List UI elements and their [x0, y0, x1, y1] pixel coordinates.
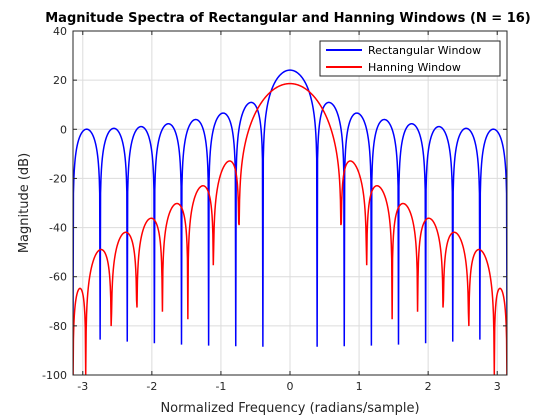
- series-line-rectangular: [73, 69, 507, 347]
- x-axis-label: Normalized Frequency (radians/sample): [160, 401, 419, 416]
- axis-ticks: -3 -2 -1 0 1 2 3 -100 -80 -60 -40 -20 0 20 40: [42, 25, 507, 393]
- x-tick-label: -3: [77, 380, 88, 393]
- chart-title: Magnitude Spectra of Rectangular and Han…: [45, 11, 531, 26]
- y-axis-label: Magnitude (dB): [17, 153, 32, 253]
- series-line-hanning: [73, 82, 507, 375]
- x-tick-label: -1: [215, 380, 226, 393]
- y-tick-label: -40: [49, 222, 67, 235]
- y-tick-label: 20: [53, 74, 67, 87]
- y-tick-label: -60: [49, 271, 67, 284]
- x-tick-label: 1: [356, 380, 363, 393]
- x-tick-label: 2: [425, 380, 432, 393]
- legend-label-rectangular: Rectangular Window: [368, 44, 481, 57]
- legend-box: [319, 40, 501, 77]
- x-tick-label: 3: [494, 380, 501, 393]
- legend-label-hanning: Hanning Window: [368, 61, 461, 74]
- y-tick-label: 40: [53, 25, 67, 38]
- y-tick-label: 0: [60, 123, 67, 136]
- legend: Rectangular Window Hanning Window: [319, 40, 501, 77]
- x-tick-label: -2: [146, 380, 157, 393]
- y-tick-label: -80: [49, 320, 67, 333]
- plot-area: -3 -2 -1 0 1 2 3 -100 -80 -60 -40 -20 0 20 40: [42, 25, 508, 393]
- series-group: [73, 69, 507, 375]
- y-tick-label: -100: [42, 369, 67, 382]
- x-tick-label: 0: [287, 380, 294, 393]
- y-tick-label: -20: [49, 172, 67, 185]
